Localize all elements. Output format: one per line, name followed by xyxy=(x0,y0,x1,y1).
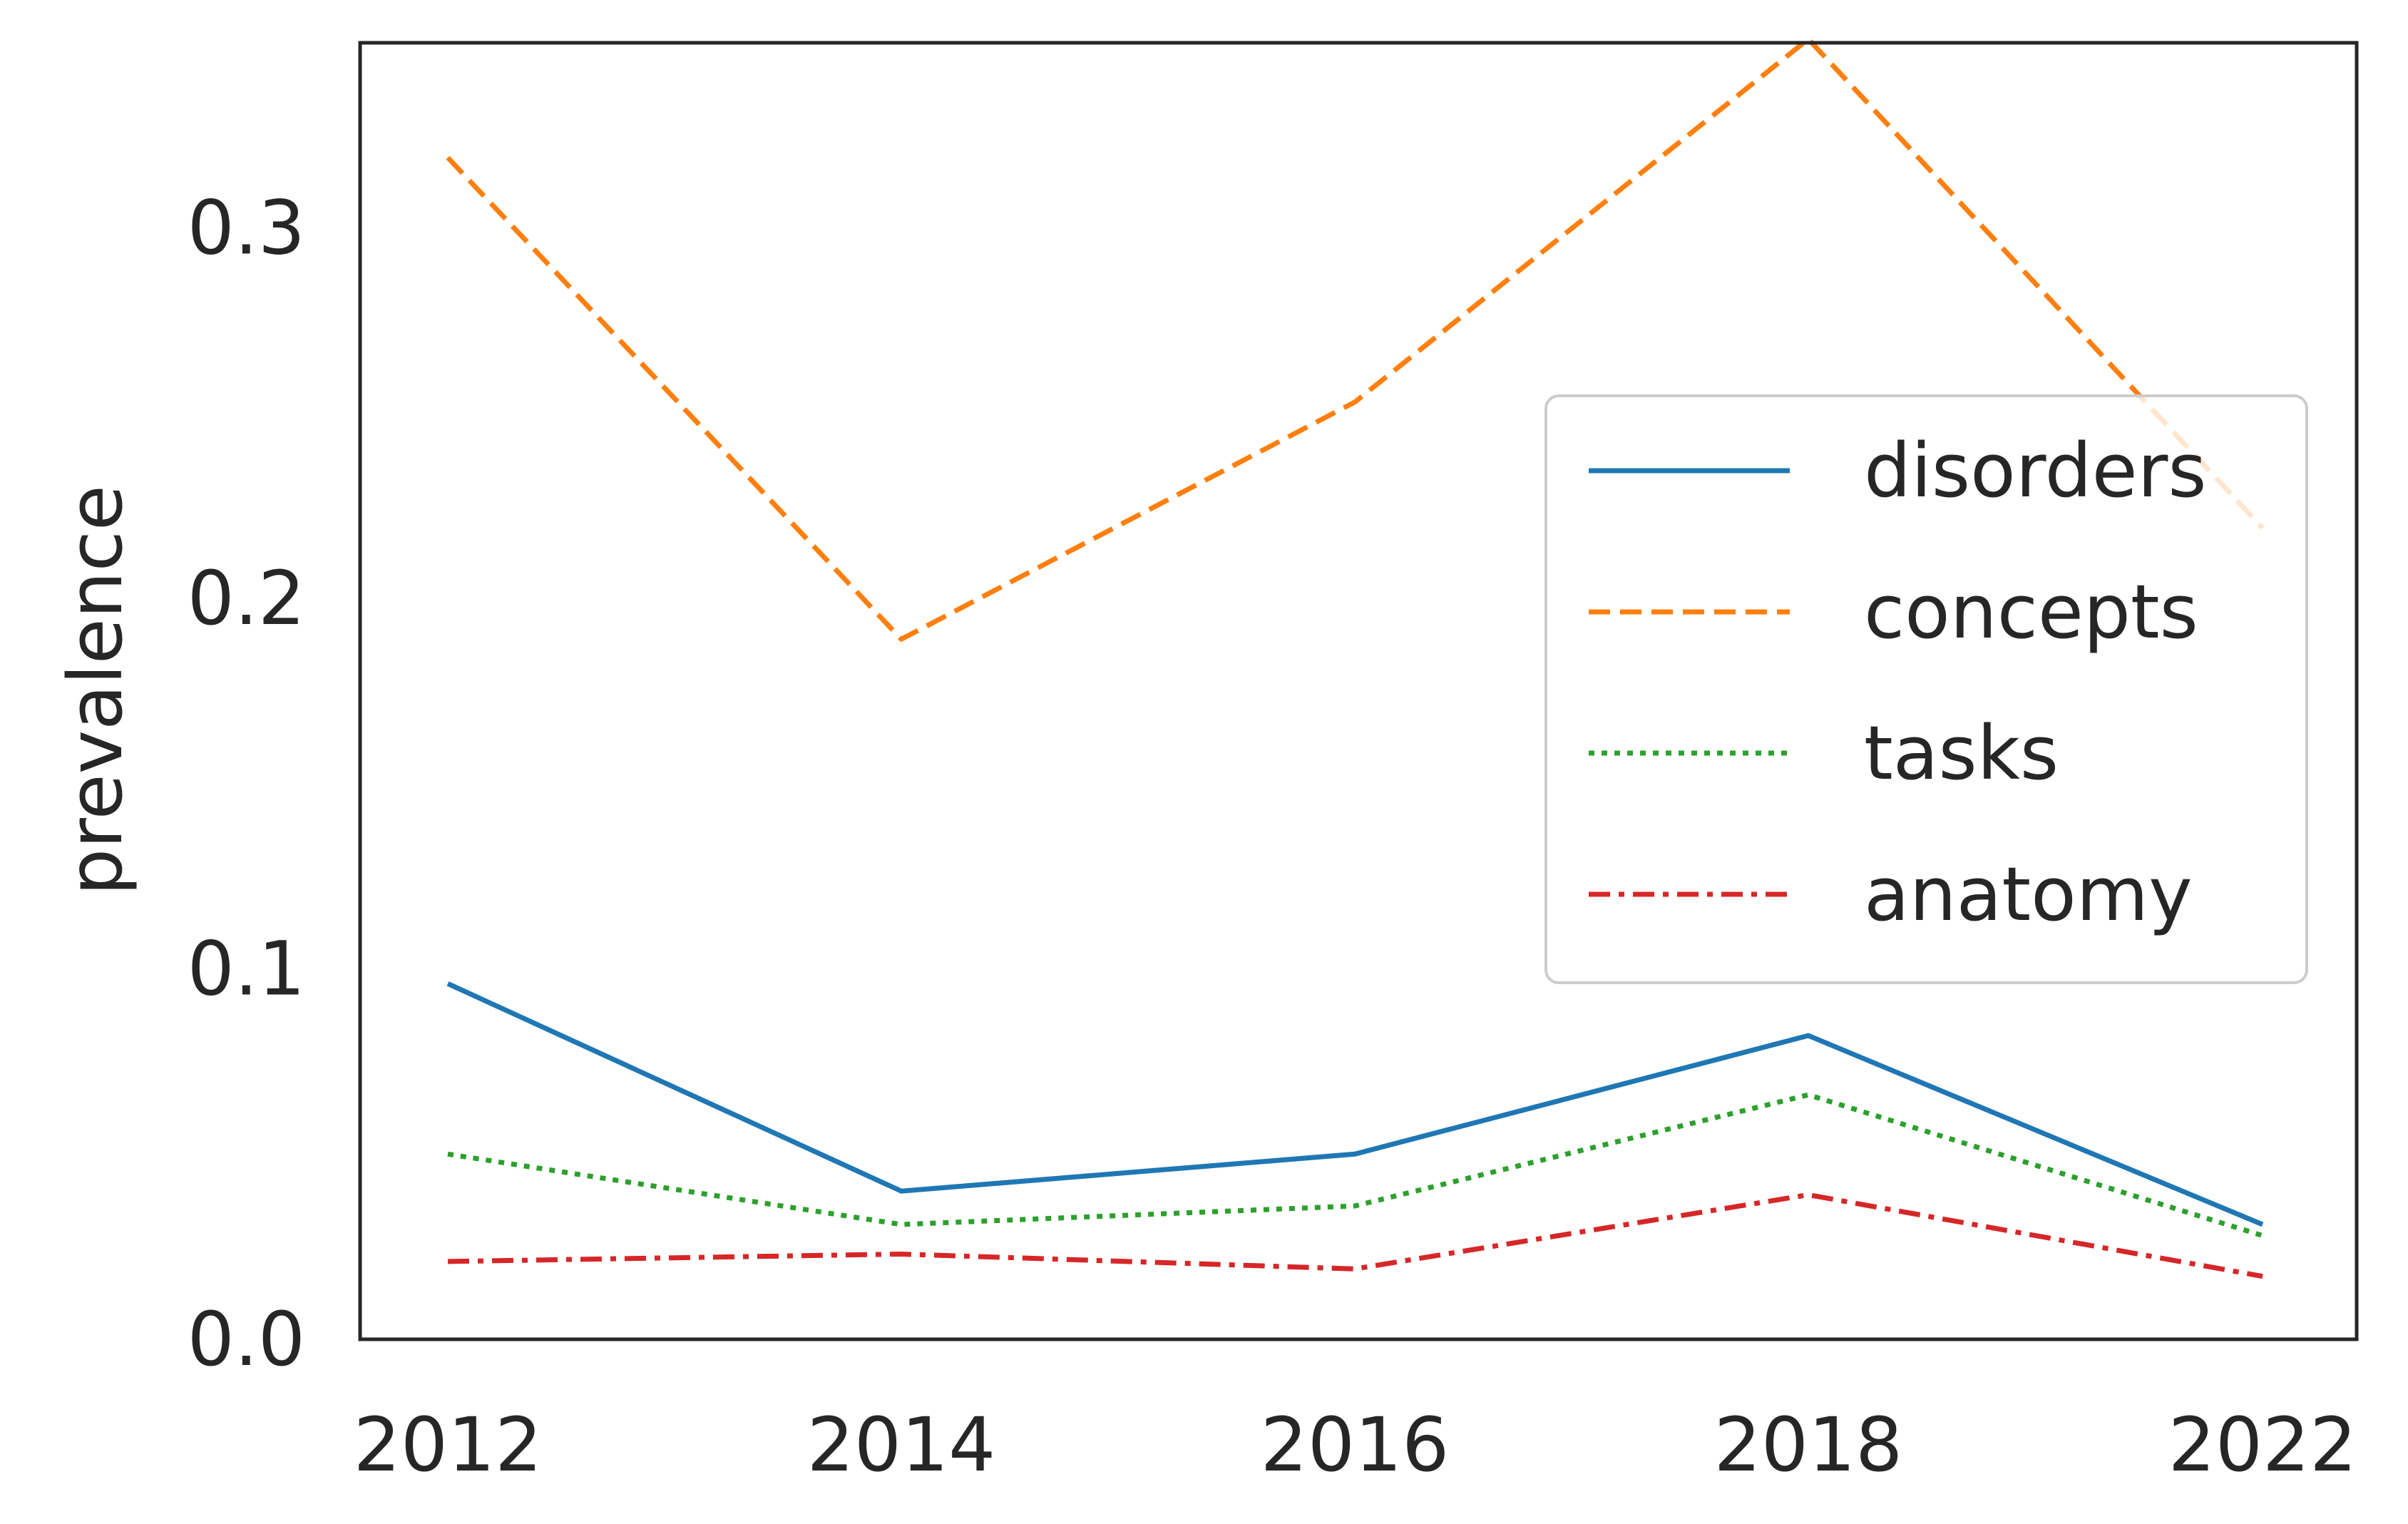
y-axis-ticks: 0.0 0.1 0.2 0.3 xyxy=(188,185,305,1383)
x-tick-label: 2012 xyxy=(354,1401,543,1488)
y-tick-label: 0.3 xyxy=(188,185,305,272)
y-tick-label: 0.1 xyxy=(188,926,305,1013)
y-tick-label: 0.0 xyxy=(188,1296,305,1383)
legend-label-tasks: tasks xyxy=(1864,710,2059,797)
plot-frame xyxy=(358,41,2359,1341)
y-tick-label: 0.2 xyxy=(188,555,305,642)
series-line-tasks xyxy=(447,1092,2264,1238)
legend-box xyxy=(1544,394,2308,984)
x-tick-label: 2018 xyxy=(1714,1401,1903,1488)
series-line-disorders xyxy=(446,981,2264,1227)
series-line-concepts xyxy=(446,36,2265,642)
x-tick-label: 2016 xyxy=(1261,1401,1450,1488)
legend-label-anatomy: anatomy xyxy=(1864,851,2193,938)
legend-label-disorders: disorders xyxy=(1864,427,2207,514)
x-tick-label: 2014 xyxy=(807,1401,996,1488)
x-tick-label: 2022 xyxy=(2168,1401,2357,1488)
series-line-anatomy xyxy=(447,1192,2263,1279)
x-axis-ticks: 2012 2014 2016 2018 2022 xyxy=(354,1401,2357,1488)
y-axis-label: prevalence xyxy=(52,485,139,896)
legend-label-concepts: concepts xyxy=(1864,568,2198,655)
legend: disorders concepts tasks anatomy xyxy=(1544,394,2308,984)
series-lines xyxy=(446,36,2265,1279)
